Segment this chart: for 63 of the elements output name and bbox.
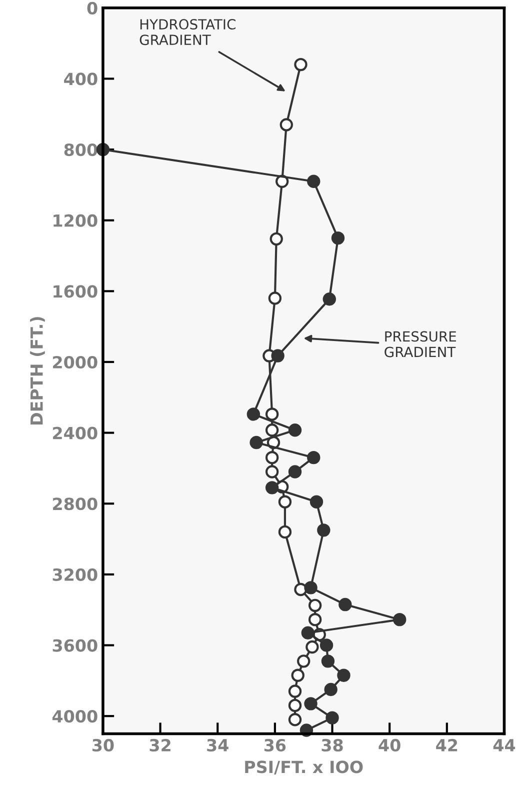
point [265, 450, 279, 464]
point [246, 408, 260, 421]
point [297, 654, 310, 668]
point [288, 684, 302, 698]
x-tick-label: 40 [378, 738, 400, 752]
x-tick-label: 34 [207, 738, 228, 752]
x-tick-label: 42 [436, 738, 458, 752]
x-axis-title: PSI/FT. x IOO [245, 760, 363, 775]
y-tick-label: 3200 [52, 568, 98, 581]
y-tick-label: 1200 [54, 214, 98, 227]
point [308, 598, 322, 612]
point [307, 174, 320, 188]
point [288, 698, 302, 712]
point [265, 408, 279, 421]
y-tick-label: 2800 [53, 498, 98, 510]
point [278, 495, 292, 508]
point [306, 640, 319, 654]
point [288, 424, 302, 437]
x-tick-label: 32 [150, 738, 170, 752]
point [265, 481, 279, 494]
point [307, 450, 320, 464]
y-tick-label: 2000 [53, 356, 98, 369]
point [324, 682, 338, 696]
point [280, 118, 294, 132]
point [265, 465, 279, 478]
point [288, 465, 302, 478]
point [268, 292, 282, 305]
y-tick-label: 400 [64, 72, 98, 86]
y-tick-label: 800 [64, 143, 98, 156]
x-tick-label: 38 [322, 738, 343, 752]
point [271, 349, 284, 362]
point [393, 612, 406, 626]
y-tick-label: 3600 [52, 639, 98, 652]
point [326, 711, 339, 724]
point [308, 612, 322, 626]
x-tick-label: 30 [92, 738, 114, 752]
point [265, 424, 279, 437]
point [331, 231, 345, 245]
point [278, 525, 292, 539]
x-tick-label: 36 [264, 738, 286, 752]
point [288, 713, 302, 726]
point [320, 638, 334, 652]
point [321, 654, 335, 668]
y-tick-label: 0 [87, 2, 98, 14]
point [337, 668, 350, 682]
annotation: PRESSURE GRADIENT [384, 331, 456, 358]
point [291, 668, 304, 682]
y-tick-label: 4000 [52, 710, 98, 723]
point [304, 581, 318, 594]
point [310, 495, 324, 508]
x-tick-label: 44 [493, 739, 516, 752]
point [322, 292, 336, 306]
point [338, 598, 352, 612]
point [317, 524, 330, 537]
point [294, 58, 308, 72]
point [270, 232, 283, 246]
y-tick-label: 2400 [53, 426, 98, 440]
point [250, 436, 263, 450]
y-axis-title: DEPTH (FT.) [30, 317, 45, 424]
point [304, 697, 318, 710]
annotation: HYDROSTATIC GRADIENT [140, 19, 236, 46]
point [301, 626, 314, 640]
y-tick-label: 1600 [54, 285, 98, 298]
